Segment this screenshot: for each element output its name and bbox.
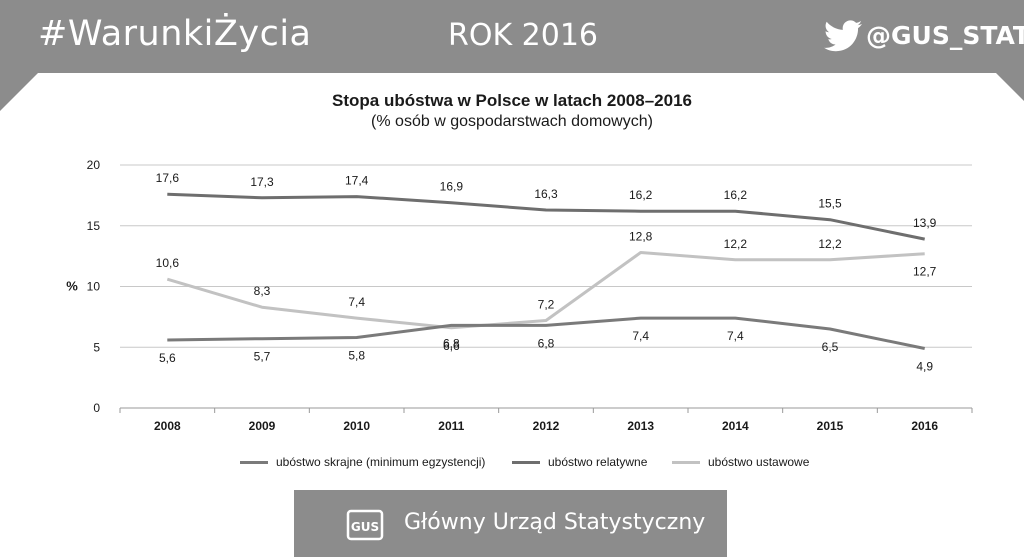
y-tick-label-10: 10 [87, 280, 101, 294]
hashtag-label: #WarunkiŻycia [38, 14, 312, 54]
legend-item-statutory: ubóstwo ustawowe [672, 455, 809, 469]
data-label-relative-2009: 17,3 [250, 175, 274, 189]
x-tick-label-2015: 2015 [817, 419, 844, 433]
data-label-extreme-2008: 5,6 [159, 351, 176, 365]
data-label-statutory-2016: 12,7 [913, 265, 937, 279]
data-label-extreme-2014: 7,4 [727, 329, 744, 343]
legend-label-extreme: ubóstwo skrajne (minimum egzystencji) [276, 455, 486, 469]
data-label-extreme-2016: 4,9 [916, 359, 933, 373]
x-tick-label-2013: 2013 [627, 419, 654, 433]
data-label-extreme-2009: 5,7 [254, 350, 271, 364]
banner-tail-left [0, 73, 38, 111]
data-label-statutory-2011: 6,6 [443, 339, 460, 353]
y-tick-label-0: 0 [93, 401, 100, 415]
x-tick-label-2016: 2016 [911, 419, 938, 433]
data-label-statutory-2014: 12,2 [724, 237, 748, 251]
x-tick-label-2012: 2012 [533, 419, 560, 433]
data-label-relative-2014: 16,2 [724, 188, 748, 202]
legend-swatch-relative [512, 460, 540, 464]
data-label-extreme-2012: 6,8 [538, 336, 555, 350]
twitter-bird-icon[interactable] [824, 20, 862, 52]
footer-banner: GUS Główny Urząd Statystyczny [294, 490, 727, 557]
x-tick-label-2014: 2014 [722, 419, 749, 433]
x-tick-label-2009: 2009 [249, 419, 276, 433]
data-label-relative-2013: 16,2 [629, 188, 653, 202]
gus-logo-text: GUS [351, 520, 379, 534]
x-tick-label-2008: 2008 [154, 419, 181, 433]
data-label-relative-2015: 15,5 [818, 197, 842, 211]
y-axis-label: % [66, 279, 78, 294]
data-label-statutory-2010: 7,4 [348, 295, 365, 309]
data-label-statutory-2008: 10,6 [156, 256, 180, 270]
gus-logo-icon: GUS [346, 509, 384, 541]
legend-item-extreme: ubóstwo skrajne (minimum egzystencji) [240, 455, 485, 469]
legend-label-statutory: ubóstwo ustawowe [708, 455, 810, 469]
data-label-relative-2016: 13,9 [913, 216, 937, 230]
data-label-statutory-2012: 7,2 [538, 298, 555, 312]
chart-legend: ubóstwo skrajne (minimum egzystencji) ub… [0, 455, 1024, 475]
y-tick-label-5: 5 [93, 340, 100, 354]
data-label-extreme-2013: 7,4 [632, 329, 649, 343]
data-label-statutory-2009: 8,3 [254, 284, 271, 298]
legend-label-relative: ubóstwo relatywne [548, 455, 648, 469]
series-line-relative [167, 192, 926, 241]
x-tick-label-2011: 2011 [438, 419, 464, 433]
twitter-handle[interactable]: @GUS_STAT [866, 21, 1024, 50]
chart-subtitle: (% osób w gospodarstwach domowych) [371, 113, 653, 130]
series-line-statutory [166, 251, 925, 330]
data-label-extreme-2011: 6,8 [443, 336, 460, 350]
chart-title: Stopa ubóstwa w Polsce w latach 2008–201… [332, 91, 692, 110]
banner-tail-right [996, 73, 1024, 101]
y-tick-label-15: 15 [87, 219, 101, 233]
series-line-extreme [167, 316, 926, 350]
x-tick-label-2010: 2010 [343, 419, 370, 433]
year-label: ROK 2016 [448, 18, 599, 53]
legend-item-relative: ubóstwo relatywne [512, 455, 647, 469]
y-tick-label-20: 20 [87, 158, 101, 172]
data-label-statutory-2015: 12,2 [818, 237, 842, 251]
legend-swatch-extreme [240, 460, 268, 464]
data-label-extreme-2015: 6,5 [822, 340, 839, 354]
data-label-statutory-2013: 12,8 [629, 229, 653, 243]
legend-swatch-statutory [672, 460, 700, 464]
footer-org-name: Główny Urząd Statystyczny [404, 510, 706, 535]
data-label-extreme-2010: 5,8 [348, 349, 365, 363]
data-label-relative-2008: 17,6 [156, 171, 180, 185]
data-label-relative-2011: 16,9 [440, 180, 464, 194]
data-label-relative-2012: 16,3 [534, 187, 558, 201]
data-label-relative-2010: 17,4 [345, 174, 369, 188]
